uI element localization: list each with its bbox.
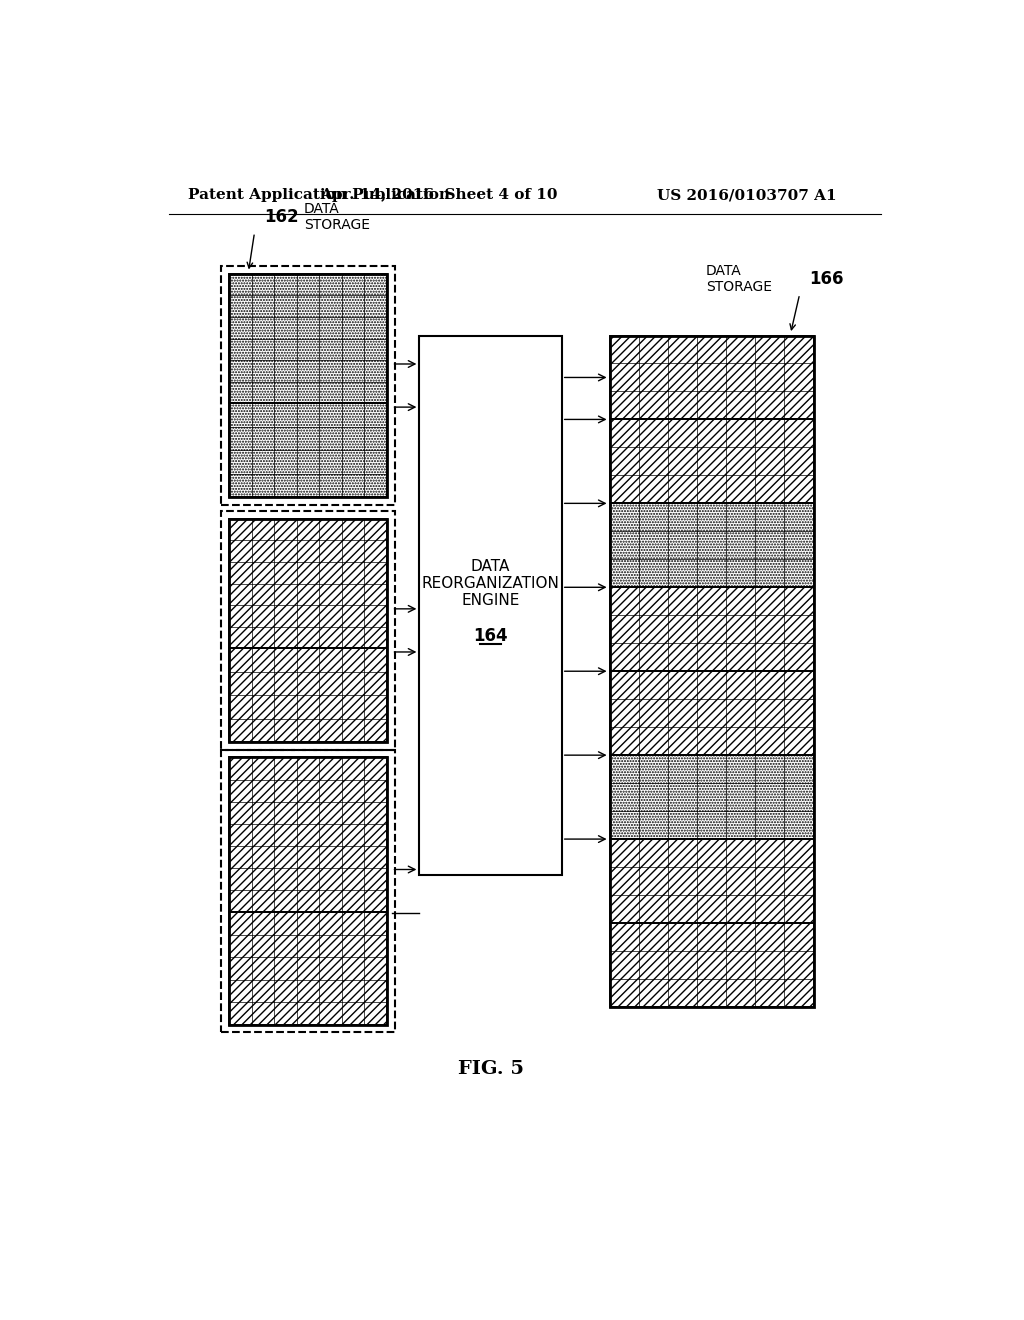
Bar	[609, 672, 813, 755]
Bar	[609, 420, 813, 503]
Bar	[609, 503, 813, 587]
Bar	[609, 672, 813, 755]
Text: DATA
REORGANIZATION
ENGINE: DATA REORGANIZATION ENGINE	[422, 558, 559, 609]
Text: US 2016/0103707 A1: US 2016/0103707 A1	[656, 189, 837, 202]
Bar	[609, 587, 813, 671]
Bar	[229, 275, 387, 404]
Bar	[609, 503, 813, 587]
Bar	[609, 840, 813, 923]
Bar	[229, 912, 387, 1024]
Text: 162: 162	[264, 209, 298, 226]
Bar	[229, 758, 387, 912]
Bar	[609, 840, 813, 923]
Bar	[609, 923, 813, 1007]
Bar	[609, 587, 813, 671]
Bar	[229, 758, 387, 912]
Bar	[229, 519, 387, 648]
Bar	[229, 519, 387, 648]
Bar	[229, 912, 387, 1024]
Bar	[229, 404, 387, 498]
Bar	[609, 335, 813, 420]
Bar	[229, 519, 387, 742]
Bar	[229, 275, 387, 404]
Bar	[221, 750, 394, 1032]
Bar	[609, 335, 813, 420]
Text: 166: 166	[809, 269, 844, 288]
Text: FIG. 5: FIG. 5	[458, 1060, 523, 1077]
Bar	[229, 404, 387, 498]
Bar	[609, 420, 813, 503]
Bar	[229, 648, 387, 742]
Bar	[229, 519, 387, 648]
Bar	[609, 755, 813, 840]
Bar	[221, 511, 394, 750]
Bar	[609, 420, 813, 503]
Bar	[229, 404, 387, 498]
Bar	[609, 755, 813, 840]
Text: 164: 164	[473, 627, 508, 644]
Bar	[229, 758, 387, 912]
Bar	[229, 648, 387, 742]
Bar	[609, 755, 813, 840]
Bar	[229, 758, 387, 1024]
Bar	[229, 912, 387, 1024]
Bar	[609, 840, 813, 923]
Bar	[419, 335, 562, 875]
Text: DATA
STORAGE: DATA STORAGE	[304, 202, 370, 232]
Text: Patent Application Publication: Patent Application Publication	[188, 189, 451, 202]
Bar	[609, 335, 813, 1007]
Bar	[229, 648, 387, 742]
Bar	[609, 923, 813, 1007]
Bar	[609, 923, 813, 1007]
Bar	[609, 503, 813, 587]
Bar	[609, 587, 813, 671]
Bar	[609, 335, 813, 420]
Text: Apr. 14, 2016  Sheet 4 of 10: Apr. 14, 2016 Sheet 4 of 10	[319, 189, 557, 202]
Bar	[609, 672, 813, 755]
Bar	[221, 267, 394, 506]
Bar	[229, 275, 387, 498]
Bar	[229, 275, 387, 404]
Text: DATA
STORAGE: DATA STORAGE	[706, 264, 772, 294]
